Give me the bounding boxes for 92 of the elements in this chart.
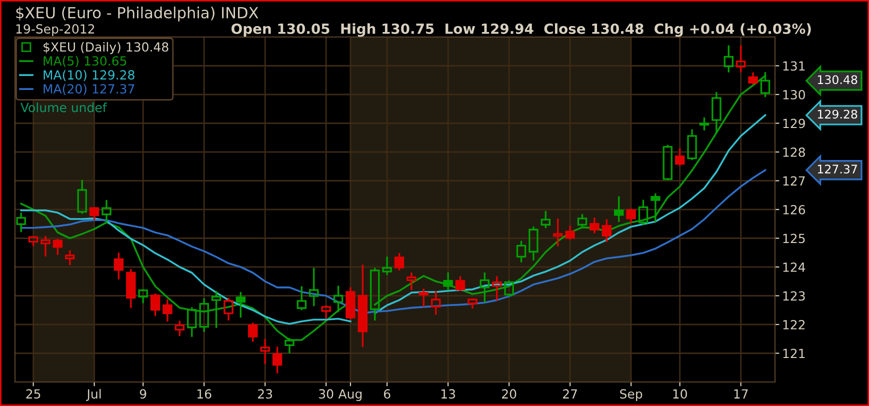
text: 127.37 xyxy=(818,164,857,174)
candlestick xyxy=(626,209,636,224)
candlestick xyxy=(150,293,160,316)
candlestick xyxy=(114,252,124,280)
x-tick-label: 9 xyxy=(140,389,146,399)
y-tick-label: 131 xyxy=(783,61,805,71)
x-tick-label: 23 xyxy=(258,389,272,399)
legend-label: MA(10) 129.28 xyxy=(44,70,134,82)
candlestick xyxy=(687,129,697,160)
text: 129.28 xyxy=(818,110,858,119)
candlestick xyxy=(565,226,575,240)
legend-label: MA(5) 130.65 xyxy=(44,56,126,68)
x-tick-label: Jul xyxy=(86,388,101,401)
candlestick xyxy=(224,298,234,320)
candlestick xyxy=(455,276,466,290)
candlestick xyxy=(211,290,222,328)
x-tick-label: 30 xyxy=(319,389,334,399)
candlestick xyxy=(102,200,112,222)
x-tick-label: Aug xyxy=(338,389,362,402)
candlestick xyxy=(199,298,209,332)
candlestick xyxy=(418,288,429,307)
candlestick xyxy=(614,196,624,222)
candlestick xyxy=(674,148,685,166)
y-tick-label: 126 xyxy=(783,204,806,214)
candlestick xyxy=(540,210,551,228)
legend-label: MA(20) 127.37 xyxy=(44,84,134,96)
x-tick-label: Sep xyxy=(620,389,642,402)
candlestick xyxy=(748,72,758,84)
candlestick xyxy=(650,193,660,222)
y-tick-label: 122 xyxy=(783,320,805,330)
candlestick xyxy=(260,338,270,364)
candlestick xyxy=(296,286,307,310)
chart-subtitle: 19-Sep-2012 xyxy=(16,24,94,36)
candlestick xyxy=(724,45,734,72)
legend-label: $XEU (Daily) 130.48 xyxy=(44,42,168,54)
candlestick xyxy=(382,256,392,276)
candlestick xyxy=(468,298,478,309)
text: Open 130.05 High 130.75 Low 129.94 Close 130.48 Chg +0.04 (+0.03%) xyxy=(232,23,811,37)
x-tick-label: 25 xyxy=(26,389,40,399)
candlestick xyxy=(40,236,50,256)
annotation: Volume undef xyxy=(20,102,107,112)
candlestick xyxy=(358,264,368,347)
candlestick xyxy=(333,286,344,312)
candlestick xyxy=(370,268,380,320)
candlestick xyxy=(406,272,416,290)
candlestick xyxy=(602,219,612,242)
candlestick xyxy=(16,212,26,232)
x-tick-label: 6 xyxy=(384,389,390,399)
x-tick-label: 17 xyxy=(734,389,748,398)
candlestick xyxy=(431,290,441,315)
candlestick xyxy=(236,292,246,318)
text: 130.48 xyxy=(818,75,858,84)
candlestick xyxy=(736,45,746,72)
candlestick xyxy=(162,299,172,322)
y-tick-label: 123 xyxy=(783,291,805,301)
candlestick xyxy=(77,180,87,214)
x-tick-label: 27 xyxy=(563,389,577,398)
candlestick xyxy=(309,268,319,306)
candlestick xyxy=(712,92,722,133)
y-tick-label: 130 xyxy=(783,90,805,100)
candlestick xyxy=(577,214,588,228)
candlestick xyxy=(28,236,38,246)
candlestick xyxy=(346,287,356,320)
candlestick xyxy=(516,240,526,262)
candlestick xyxy=(699,118,710,130)
candlestick xyxy=(528,226,538,260)
y-tick-label: 129 xyxy=(783,118,805,128)
candlestick xyxy=(272,346,282,374)
y-tick-label: 127 xyxy=(783,176,805,186)
y-tick-label: 121 xyxy=(783,348,805,358)
candlestick xyxy=(174,320,185,336)
candlestick xyxy=(89,207,100,220)
y-tick-label: 124 xyxy=(783,262,806,272)
candlestick xyxy=(492,276,502,300)
x-tick-label: 10 xyxy=(673,389,687,399)
chart-title: $XEU (Euro - Philadelphia) INDX xyxy=(16,6,258,22)
x-tick-label: 16 xyxy=(198,389,212,399)
candlestick xyxy=(504,280,514,297)
candlestick xyxy=(321,306,331,319)
candlestick xyxy=(480,272,490,303)
candlestick xyxy=(443,272,453,290)
candlestick xyxy=(590,218,600,234)
candlestick xyxy=(65,250,75,265)
y-tick-label: 125 xyxy=(783,234,805,244)
y-tick-label: 128 xyxy=(783,147,805,157)
candlestick xyxy=(187,307,197,337)
candlestick xyxy=(126,269,136,308)
x-tick-label: 20 xyxy=(502,389,516,399)
x-tick-label: 13 xyxy=(441,389,456,399)
line-series xyxy=(20,169,766,314)
candlestick xyxy=(138,289,148,304)
candlestick xyxy=(552,218,563,246)
